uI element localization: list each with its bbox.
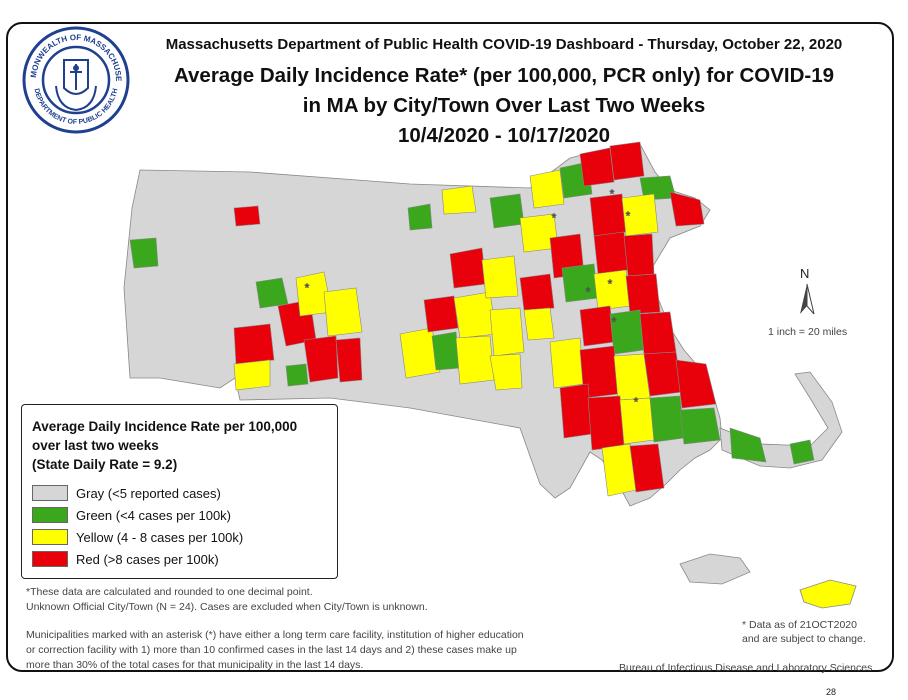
dashboard-header: Massachusetts Department of Public Healt… — [165, 36, 843, 53]
dph-seal-logo: COMMONWEALTH OF MASSACHUSETTS DEPARTMENT… — [22, 26, 130, 134]
asterisk-marker: * — [552, 211, 557, 225]
asterisk-marker: * — [586, 285, 591, 299]
scale-text: 1 inch = 20 miles — [768, 326, 848, 338]
legend-label-gray: Gray (<5 reported cases) — [76, 485, 221, 501]
map-title-line1: Average Daily Incidence Rate* (per 100,0… — [173, 64, 835, 87]
legend-swatch-yellow — [32, 529, 68, 545]
legend-label-yellow: Yellow (4 - 8 cases per 100k) — [76, 529, 244, 545]
legend-swatch-gray — [32, 485, 68, 501]
legend-label-red: Red (>8 cases per 100k) — [76, 551, 219, 567]
legend-title-line2: over last two weeks — [32, 438, 159, 453]
legend-item-green: Green (<4 cases per 100k) — [32, 506, 231, 524]
legend-item-gray: Gray (<5 reported cases) — [32, 484, 221, 502]
nantucket — [799, 579, 857, 609]
north-arrow-icon — [800, 283, 815, 315]
legend-state-rate: (State Daily Rate = 9.2) — [32, 457, 178, 472]
legend-label-green: Green (<4 cases per 100k) — [76, 507, 231, 523]
note-asterisk-2: or correction facility with 1) more than… — [26, 644, 517, 656]
note-asterisk-1: Municipalities marked with an asterisk (… — [26, 629, 524, 641]
asterisk-marker: * — [305, 281, 310, 295]
legend-swatch-red — [32, 551, 68, 567]
data-as-of-line2: and are subject to change. — [742, 633, 866, 645]
page-frame — [6, 22, 894, 672]
note-unknown-city: Unknown Official City/Town (N = 24). Cas… — [26, 601, 428, 613]
asterisk-marker: * — [626, 209, 631, 223]
map-date-range: 10/4/2020 - 10/17/2020 — [397, 124, 611, 147]
data-as-of-line1: * Data as of 21OCT2020 — [742, 619, 857, 631]
bureau-credit: Bureau of Infectious Disease and Laborat… — [619, 662, 873, 674]
page-number: 28 — [826, 687, 837, 697]
legend-title-line1: Average Daily Incidence Rate per 100,000 — [32, 419, 298, 434]
asterisk-marker: * — [610, 187, 615, 201]
massachusetts-choropleth-map: * * * * * * * * — [123, 141, 857, 609]
legend-item-yellow: Yellow (4 - 8 cases per 100k) — [32, 528, 243, 546]
legend-title: Average Daily Incidence Rate per 100,000… — [32, 417, 332, 474]
asterisk-marker: * — [608, 277, 613, 291]
map-title-line2: in MA by City/Town Over Last Two Weeks — [302, 94, 706, 117]
map-legend: Average Daily Incidence Rate per 100,000… — [21, 404, 338, 579]
legend-item-red: Red (>8 cases per 100k) — [32, 550, 219, 568]
asterisk-marker: * — [634, 395, 639, 409]
north-label: N — [800, 266, 810, 281]
note-rounding: *These data are calculated and rounded t… — [26, 586, 313, 598]
marthas-vineyard — [679, 553, 751, 585]
note-asterisk-3: more than 30% of the total cases for tha… — [26, 659, 364, 671]
legend-swatch-green — [32, 507, 68, 523]
asterisk-marker: * — [612, 315, 617, 329]
data-as-of: * Data as of 21OCT2020 and are subject t… — [742, 618, 892, 646]
